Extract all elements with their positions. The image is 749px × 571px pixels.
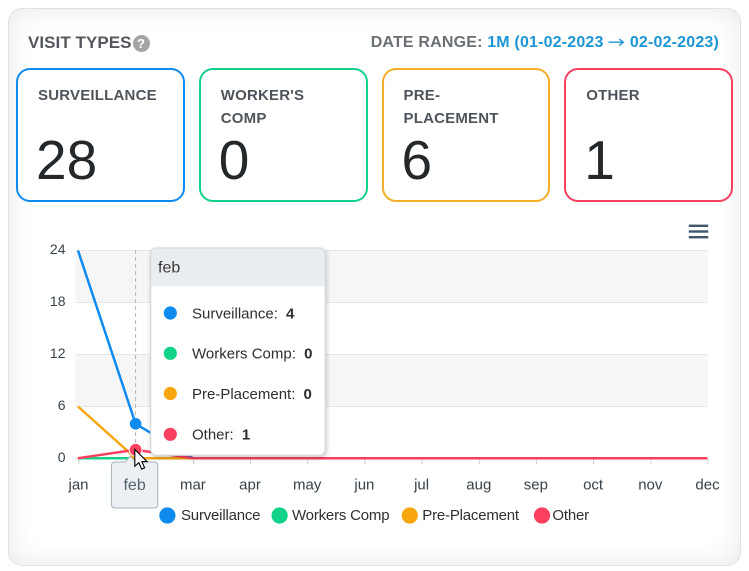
svg-text:6: 6 — [58, 397, 66, 413]
svg-text:apr: apr — [239, 477, 261, 494]
svg-text:Pre-Placement: Pre-Placement — [422, 507, 520, 524]
svg-text:may: may — [293, 477, 322, 494]
svg-text:Workers Comp: Workers Comp — [292, 507, 389, 524]
svg-text:jul: jul — [413, 477, 429, 494]
svg-text:oct: oct — [583, 477, 604, 494]
svg-text:jan: jan — [67, 477, 88, 494]
svg-text:jun: jun — [353, 477, 374, 494]
svg-text:Surveillance: Surveillance — [181, 507, 260, 524]
svg-text:dec: dec — [695, 477, 720, 494]
svg-text:0: 0 — [58, 449, 66, 465]
svg-text:Workers Comp: 0: Workers Comp: 0 — [192, 346, 312, 363]
svg-text:mar: mar — [180, 477, 206, 494]
svg-text:18: 18 — [50, 293, 66, 309]
svg-text:feb: feb — [123, 477, 145, 494]
svg-text:nov: nov — [638, 477, 663, 494]
svg-text:Other: Other — [552, 507, 589, 524]
svg-text:Surveillance: 4: Surveillance: 4 — [192, 305, 295, 322]
svg-text:Pre-Placement: 0: Pre-Placement: 0 — [192, 386, 312, 403]
svg-text:Other: 1: Other: 1 — [192, 427, 250, 444]
svg-text:sep: sep — [524, 477, 548, 494]
svg-text:24: 24 — [50, 241, 66, 257]
svg-text:feb: feb — [158, 260, 180, 277]
svg-text:12: 12 — [50, 345, 66, 361]
svg-text:aug: aug — [466, 477, 491, 494]
